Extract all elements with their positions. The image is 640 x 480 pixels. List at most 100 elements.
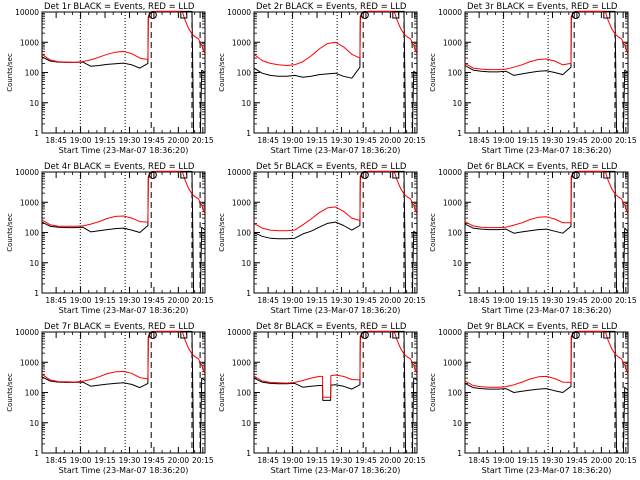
series-line-lld: [41, 170, 206, 227]
x-tick-label: 19:00: [493, 136, 515, 145]
y-tick-label: 100: [25, 229, 40, 238]
y-tick-label: 1: [34, 289, 39, 298]
series-line-lld: [464, 330, 629, 388]
y-tick-label: 10000: [15, 328, 39, 337]
y-tick-label: 10000: [227, 168, 251, 177]
x-tick-label: 18:45: [468, 136, 490, 145]
x-axis-label: Start Time (23-Mar-07 18:36:20): [59, 146, 189, 155]
panel-title: Det 9r BLACK = Events, RED = LLD: [467, 322, 618, 332]
circle-marker: [148, 331, 157, 339]
x-tick-label: 20:00: [380, 456, 402, 465]
chart-panel-4: 1 10 100 1000 10000 18:45 19:00 19:15 19:30 19:45…: [6, 162, 214, 315]
x-tick-label: 19:30: [119, 296, 141, 305]
x-tick-label: 20:00: [591, 456, 613, 465]
x-tick-label: 20:00: [168, 136, 190, 145]
series-line-events: [464, 170, 629, 294]
y-axis-label: Counts/sec: [6, 373, 14, 412]
circle-marker: [360, 171, 369, 179]
panel-title: Det 4r BLACK = Events, RED = LLD: [44, 162, 195, 172]
x-tick-label: 19:30: [119, 456, 141, 465]
y-tick-label: 100: [25, 389, 40, 398]
y-tick-label: 100: [237, 69, 252, 78]
x-tick-label: 20:00: [591, 296, 613, 305]
y-tick-label: 10: [29, 419, 39, 428]
x-tick-label: 19:30: [119, 136, 141, 145]
y-tick-label: 1: [246, 289, 251, 298]
y-tick-label: 100: [237, 389, 252, 398]
x-tick-label: 19:15: [517, 136, 539, 145]
y-axis-label: Counts/sec: [429, 53, 437, 92]
x-tick-label: 20:00: [380, 296, 402, 305]
y-tick-label: 1: [246, 129, 251, 138]
plot-frame: [253, 171, 418, 294]
y-tick-label: 1000: [232, 358, 251, 367]
y-tick-label: 1000: [232, 198, 251, 207]
panel-title: Det 6r BLACK = Events, RED = LLD: [467, 162, 618, 172]
chart-panel-7: 1 10 100 1000 10000 18:45 19:00 19:15 19:30 19:45…: [6, 322, 214, 475]
square-marker: [603, 331, 611, 339]
x-tick-label: 18:45: [257, 136, 279, 145]
plot-frame: [464, 11, 629, 134]
x-axis-label: Start Time (23-Mar-07 18:36:20): [59, 306, 189, 315]
y-axis-label: Counts/sec: [429, 373, 437, 412]
y-tick-label: 10: [452, 99, 462, 108]
y-tick-label: 10000: [227, 8, 251, 17]
series-line-lld: [41, 330, 206, 383]
x-tick-label: 19:00: [70, 296, 92, 305]
y-tick-label: 1000: [443, 198, 462, 207]
y-tick-label: 10000: [227, 328, 251, 337]
chart-panel-5: 1 10 100 1000 10000 18:45 19:00 19:15 19:30 19:45…: [218, 162, 426, 315]
y-tick-label: 1000: [443, 358, 462, 367]
x-axis-label: Start Time (23-Mar-07 18:36:20): [271, 146, 401, 155]
square-marker: [180, 171, 188, 179]
x-tick-label: 19:00: [282, 296, 304, 305]
chart-panel-8: 1 10 100 1000 10000 18:45 19:00 19:15 19:30 19:45…: [218, 322, 426, 475]
panel-title: Det 2r BLACK = Events, RED = LLD: [256, 2, 407, 12]
x-tick-label: 20:15: [192, 296, 214, 305]
y-tick-label: 10000: [15, 8, 39, 17]
x-tick-label: 20:00: [168, 456, 190, 465]
x-tick-label: 18:45: [45, 296, 67, 305]
x-tick-label: 19:45: [355, 136, 377, 145]
x-tick-label: 19:15: [306, 456, 328, 465]
plot-frame: [41, 171, 206, 294]
x-tick-label: 19:45: [143, 296, 165, 305]
plot-frame: [253, 11, 418, 134]
chart-panel-2: 1 10 100 1000 10000 18:45 19:00 19:15 19:30 19:45…: [218, 2, 426, 155]
x-tick-label: 20:15: [404, 456, 426, 465]
x-tick-label: 19:30: [542, 296, 564, 305]
y-axis-label: Counts/sec: [218, 53, 226, 92]
x-tick-label: 19:45: [566, 456, 588, 465]
x-tick-label: 19:15: [94, 296, 116, 305]
x-tick-label: 19:00: [282, 456, 304, 465]
x-tick-label: 18:45: [257, 456, 279, 465]
x-tick-label: 19:30: [331, 136, 353, 145]
y-tick-label: 100: [25, 69, 40, 78]
circle-marker: [148, 171, 157, 179]
circle-marker: [360, 331, 369, 339]
x-tick-label: 19:00: [493, 456, 515, 465]
x-tick-label: 18:45: [45, 136, 67, 145]
y-tick-label: 1: [246, 449, 251, 458]
panel-title: Det 7r BLACK = Events, RED = LLD: [44, 322, 195, 332]
x-tick-label: 20:15: [404, 296, 426, 305]
y-tick-label: 10000: [438, 8, 462, 17]
x-axis-label: Start Time (23-Mar-07 18:36:20): [59, 466, 189, 475]
circle-marker: [571, 331, 580, 339]
square-marker: [180, 11, 188, 19]
panel-title: Det 8r BLACK = Events, RED = LLD: [256, 322, 407, 332]
x-tick-label: 19:00: [70, 136, 92, 145]
x-tick-label: 20:15: [404, 136, 426, 145]
chart-panel-3: 1 10 100 1000 10000 18:45 19:00 19:15 19:30 19:45…: [429, 2, 637, 155]
x-tick-label: 19:15: [517, 296, 539, 305]
y-tick-label: 10: [452, 259, 462, 268]
x-axis-label: Start Time (23-Mar-07 18:36:20): [271, 466, 401, 475]
panel-title: Det 5r BLACK = Events, RED = LLD: [256, 162, 407, 172]
x-tick-label: 19:00: [70, 456, 92, 465]
x-tick-label: 19:45: [355, 456, 377, 465]
x-tick-label: 20:15: [615, 296, 637, 305]
y-tick-label: 100: [448, 229, 463, 238]
x-tick-label: 19:30: [331, 296, 353, 305]
series-line-events: [41, 10, 206, 134]
